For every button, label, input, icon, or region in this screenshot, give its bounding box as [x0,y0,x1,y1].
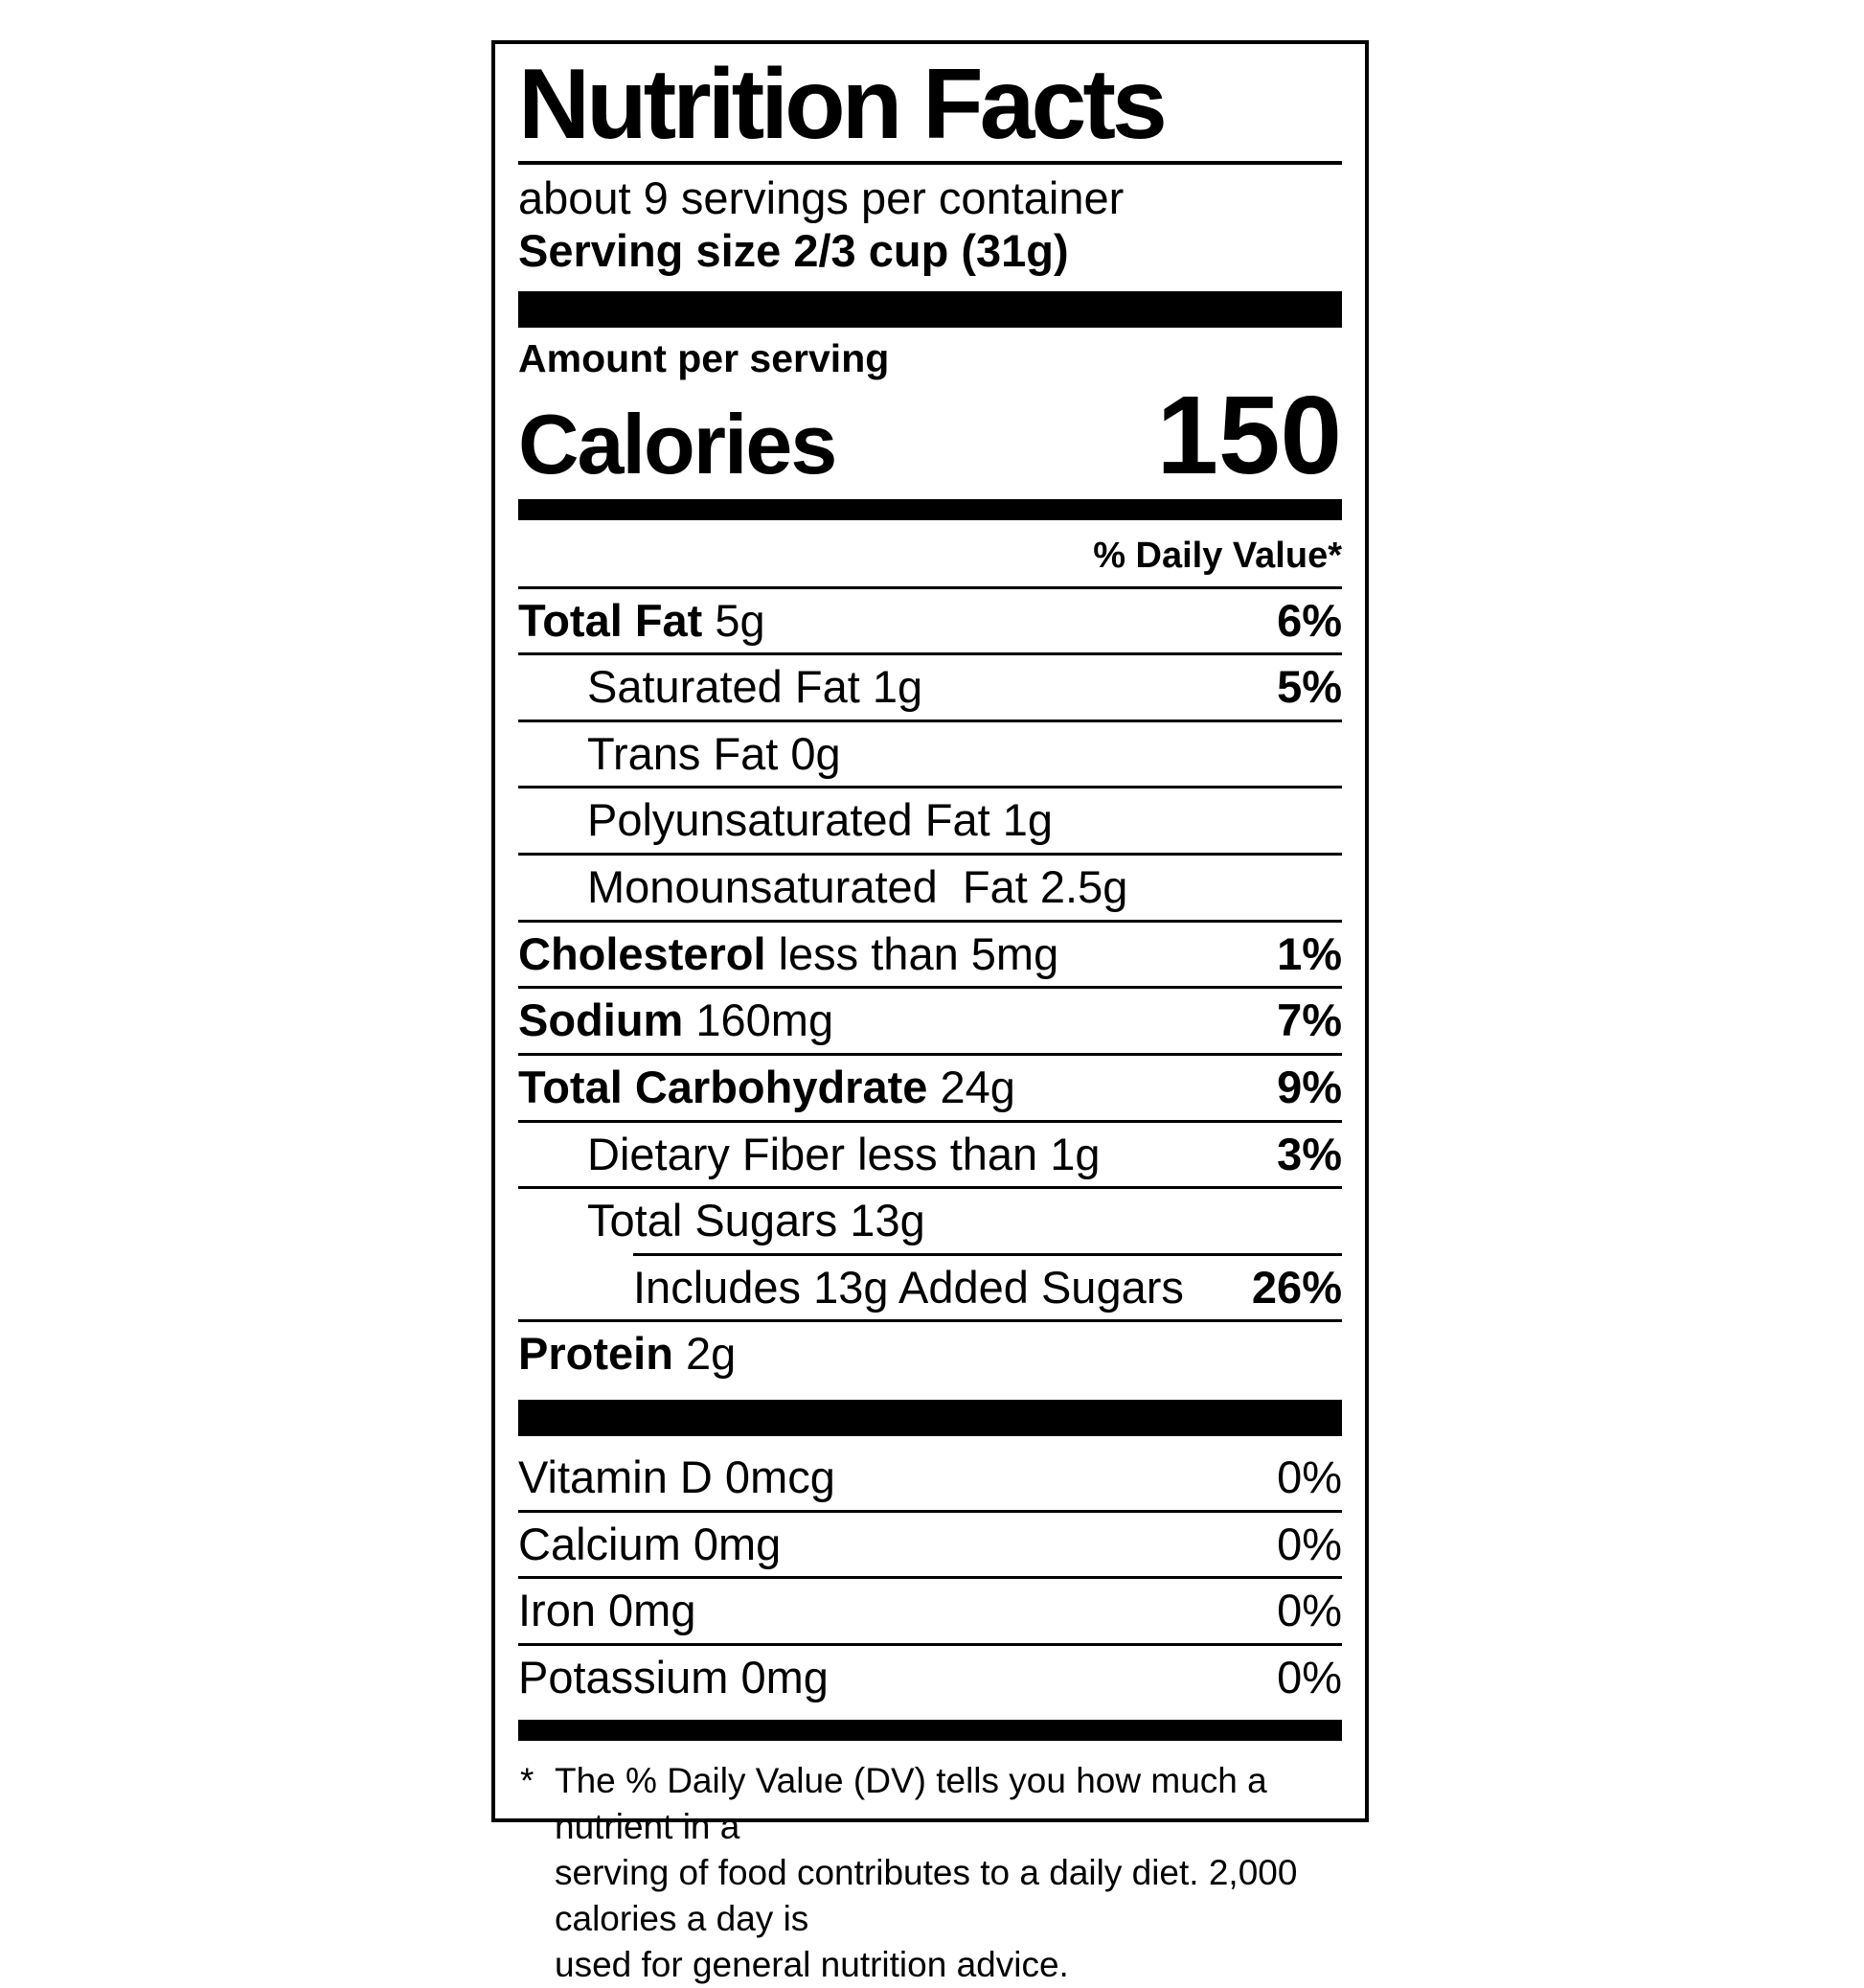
serving-size: Serving size 2/3 cup (31g) [518,225,1069,277]
nutrient-name: Total Carbohydrate [518,1061,928,1112]
micronutrient-row-iron: Iron 0mg 0% [518,1576,1342,1643]
nutrient-row-total-sugars: Total Sugars 13g [518,1186,1342,1253]
nutrient-row-cholesterol: Cholesterol less than 5mg 1% [518,919,1342,987]
micronutrient-row-potassium: Potassium 0mg 0% [518,1642,1342,1710]
nutrient-amount: 160mg [683,994,834,1046]
micronutrient-text: Iron 0mg [518,1585,696,1636]
nutrient-pct: 6% [1277,594,1342,646]
nutrient-name: Total Fat [518,594,703,646]
footnote-text: The % Daily Value (DV) tells you how muc… [555,1760,1298,1984]
micronutrient-text: Calcium 0mg [518,1518,782,1569]
nutrient-row-dietary-fiber: Dietary Fiber less than 1g 3% [518,1119,1342,1187]
nutrition-facts-label: Nutrition Facts about 9 servings per con… [491,40,1369,1984]
section-bar-bottom [518,1719,1342,1741]
nutrient-amount: Total Sugars 13g [587,1195,925,1246]
micronutrient-pct: 0% [1277,1651,1342,1702]
nutrient-row-total-fat: Total Fat 5g 6% [518,585,1342,653]
nutrient-amount: less than 5mg [765,927,1059,979]
calories-row: Calories 150 [518,373,1342,498]
micronutrient-row-vitamin-d: Vitamin D 0mcg 0% [518,1446,1342,1510]
nutrient-name: Protein [518,1328,673,1380]
nutrient-row-monounsaturated-fat: Monounsaturated Fat 2.5g [518,853,1342,920]
section-bar-calories [518,498,1342,520]
nutrient-row-added-sugars: Includes 13g Added Sugars 26% [518,1256,1342,1320]
nutrient-row-sodium: Sodium 160mg 7% [518,986,1342,1053]
nutrient-amount: Dietary Fiber less than 1g [587,1128,1101,1179]
nutrient-pct: 9% [1277,1061,1342,1112]
nutrient-amount: Monounsaturated Fat 2.5g [587,861,1128,913]
title-divider [518,161,1342,166]
nutrient-row-protein: Protein 2g [518,1319,1342,1386]
calories-value: 150 [1156,373,1342,498]
footnote-marker: * [520,1760,534,1800]
nutrient-pct: 3% [1277,1128,1342,1179]
nutrient-amount: Polyunsaturated Fat 1g [587,794,1053,846]
nutrient-amount: Trans Fat 0g [587,727,841,779]
micronutrient-text: Vitamin D 0mcg [518,1451,835,1503]
nutrient-pct: 1% [1277,927,1342,979]
nutrient-amount: 2g [672,1328,737,1380]
nutrient-name: Cholesterol [518,927,766,979]
micronutrient-row-calcium: Calcium 0mg 0% [518,1509,1342,1577]
added-sugars-divider [633,1252,1342,1256]
micronutrient-pct: 0% [1277,1451,1342,1503]
nutrient-name: Sodium [518,994,684,1046]
nutrient-amount: Saturated Fat 1g [587,661,923,713]
nutrient-amount: Includes 13g Added Sugars [633,1261,1184,1313]
micronutrient-pct: 0% [1277,1585,1342,1636]
nutrient-amount: 24g [927,1061,1015,1112]
nutrient-row-total-carbohydrate: Total Carbohydrate 24g 9% [518,1052,1342,1120]
daily-value-header: % Daily Value* [1093,535,1342,576]
nutrient-pct: 26% [1251,1261,1342,1313]
nutrient-row-trans-fat: Trans Fat 0g [518,719,1342,787]
servings-per-container: about 9 servings per container [518,172,1125,224]
nutrient-amount: 5g [702,594,765,646]
amount-per-serving-heading: Amount per serving [518,336,890,381]
nutrient-pct: 5% [1277,661,1342,713]
section-bar-top [518,291,1342,329]
nutrient-row-polyunsaturated-fat: Polyunsaturated Fat 1g [518,786,1342,853]
section-bar-middle [518,1400,1342,1437]
nutrient-pct: 7% [1277,994,1342,1046]
label-title: Nutrition Facts [518,49,1168,160]
micronutrient-pct: 0% [1277,1518,1342,1569]
calories-label: Calories [518,397,837,492]
footnote: * The % Daily Value (DV) tells you how m… [518,1745,1342,1988]
micronutrient-text: Potassium 0mg [518,1651,829,1702]
nutrient-row-saturated-fat: Saturated Fat 1g 5% [518,652,1342,720]
